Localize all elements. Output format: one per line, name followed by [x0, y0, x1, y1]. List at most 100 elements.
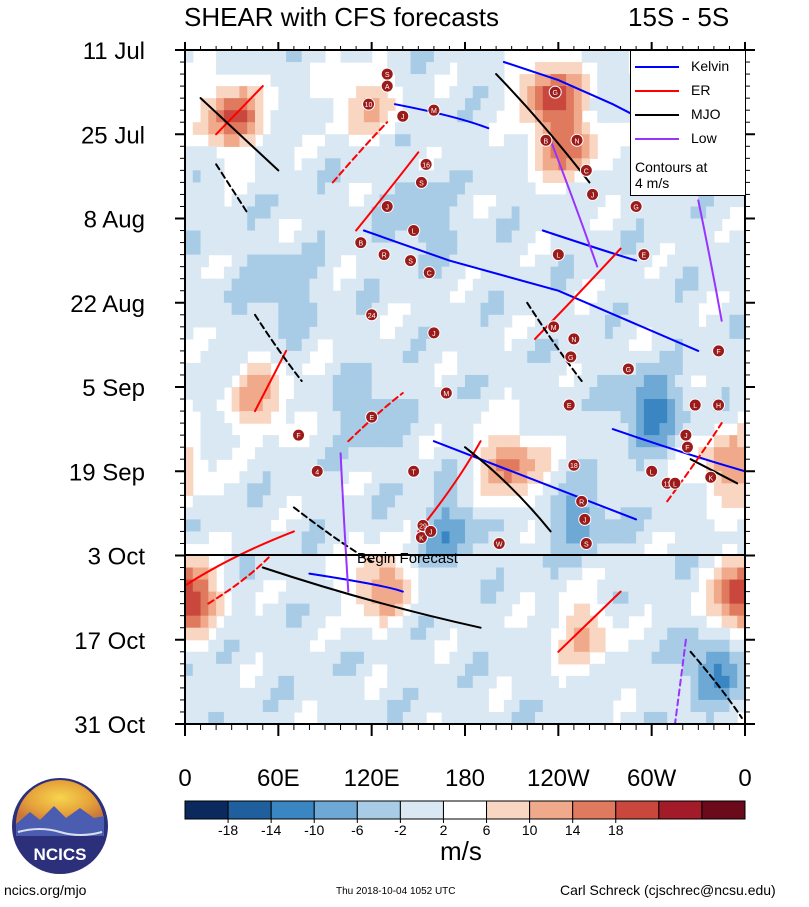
- heatmap-cell: [667, 591, 676, 605]
- heatmap-cell: [682, 651, 692, 665]
- heatmap-cell: [395, 567, 404, 581]
- contour-mjo: [526, 301, 583, 382]
- heatmap-cell: [581, 675, 591, 689]
- heatmap-cell: [262, 158, 272, 171]
- heatmap-cell: [558, 146, 567, 159]
- heatmap-cell: [278, 110, 287, 123]
- storm-marker: E: [365, 410, 379, 424]
- heatmap-cell: [395, 194, 404, 208]
- heatmap-cell: [255, 543, 264, 557]
- heatmap-cell: [457, 122, 466, 135]
- heatmap-cell: [558, 459, 567, 472]
- heatmap-cell: [441, 471, 451, 484]
- heatmap-cell: [426, 50, 435, 63]
- heatmap-cell: [247, 218, 256, 232]
- heatmap-cell: [371, 362, 381, 376]
- heatmap-cell: [511, 254, 521, 268]
- storm-marker: L: [407, 224, 421, 238]
- heatmap-cell: [589, 519, 598, 533]
- heatmap-cell: [410, 146, 419, 159]
- heatmap-cell: [581, 266, 591, 280]
- heatmap-cell: [643, 459, 653, 472]
- heatmap-cell: [527, 555, 536, 569]
- heatmap-cell: [441, 423, 451, 436]
- storm-icon: [427, 326, 441, 340]
- heatmap-cell: [356, 110, 365, 123]
- heatmap-cell: [472, 62, 482, 75]
- heatmap-cell: [589, 338, 598, 352]
- heatmap-cell: [472, 675, 482, 689]
- heatmap-cell: [643, 675, 653, 689]
- heatmap-cell: [340, 507, 349, 520]
- heatmap-cell: [457, 387, 466, 400]
- heatmap-cell: [185, 242, 194, 256]
- heatmap-cell: [239, 110, 248, 123]
- heatmap-cell: [426, 411, 435, 424]
- heatmap-cell: [270, 374, 279, 388]
- heatmap-cell: [550, 290, 559, 304]
- heatmap-cell: [402, 170, 412, 183]
- heatmap-cell: [628, 531, 637, 545]
- heatmap-cell: [690, 387, 699, 400]
- heatmap-cell: [387, 134, 396, 147]
- heatmap-cell: [535, 411, 544, 424]
- heatmap-cell: [667, 278, 676, 292]
- heatmap-cell: [737, 459, 745, 472]
- heatmap-cell: [612, 254, 622, 268]
- storm-icon: [575, 494, 589, 508]
- heatmap-cell: [457, 687, 466, 701]
- heatmap-cell: [465, 699, 474, 713]
- heatmap-cell: [636, 290, 645, 304]
- heatmap-cell: [402, 495, 412, 508]
- heatmap-cell: [200, 242, 209, 256]
- storm-icon: [380, 79, 394, 93]
- heatmap-cell: [503, 711, 513, 724]
- heatmap-cell: [387, 50, 396, 63]
- heatmap-cell: [255, 290, 264, 304]
- heatmap-cell: [379, 134, 388, 147]
- heatmap-cell: [192, 675, 202, 689]
- heatmap-cell: [581, 362, 591, 376]
- footer-author: Carl Schreck (cjschrec@ncsu.edu): [560, 882, 776, 898]
- heatmap-cell: [262, 435, 272, 448]
- heatmap-cell: [301, 74, 311, 87]
- heatmap-cell: [231, 435, 241, 448]
- heatmap-cell: [589, 555, 598, 569]
- heatmap-cell: [737, 579, 745, 593]
- heatmap-cell: [262, 411, 272, 424]
- heatmap-cell: [480, 122, 489, 135]
- heatmap-cell: [519, 447, 528, 460]
- heatmap-cell: [371, 314, 381, 328]
- heatmap-cell: [441, 591, 451, 605]
- heatmap-cell: [247, 326, 256, 340]
- heatmap-cell: [395, 350, 404, 364]
- heatmap-cell: [200, 122, 209, 135]
- heatmap-cell: [449, 411, 458, 424]
- heatmap-cell: [589, 423, 598, 436]
- heatmap-cell: [301, 555, 311, 569]
- heatmap-cell: [597, 579, 606, 593]
- heatmap-cell: [270, 182, 279, 196]
- colorbar-swatch: [658, 800, 703, 820]
- heatmap-cell: [301, 615, 311, 629]
- heatmap-cell: [488, 158, 497, 171]
- heatmap-cell: [605, 50, 614, 63]
- heatmap-cell: [667, 519, 676, 533]
- heatmap-cell: [698, 266, 707, 280]
- heatmap-cell: [262, 206, 272, 220]
- heatmap-cell: [301, 399, 311, 412]
- heatmap-cell: [511, 675, 521, 689]
- heatmap-cell: [667, 579, 676, 593]
- heatmap-cell: [675, 218, 684, 232]
- heatmap-cell: [597, 62, 606, 75]
- heatmap-cell: [200, 435, 209, 448]
- heatmap-cell: [216, 711, 225, 724]
- heatmap-cell: [628, 387, 637, 400]
- heatmap-cell: [566, 182, 575, 196]
- heatmap-cell: [356, 338, 365, 352]
- heatmap-cell: [356, 411, 365, 424]
- heatmap-cell: [293, 447, 303, 460]
- heatmap-cell: [223, 483, 233, 496]
- heatmap-cell: [612, 362, 622, 376]
- heatmap-cell: [286, 362, 295, 376]
